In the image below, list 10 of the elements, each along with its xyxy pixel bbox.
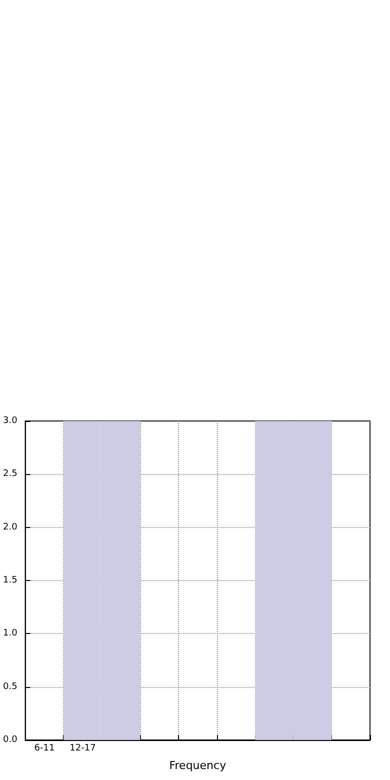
y-tick-label: 3.0 (2, 416, 18, 426)
y-tick-label: 2.0 (2, 522, 18, 532)
x-tick-label: 6-11 (34, 744, 55, 754)
x-axis-title: Frequency (169, 759, 227, 772)
y-tick-label: 1.5 (2, 576, 18, 586)
y-tick-label: 1.0 (2, 628, 18, 639)
y-tick-label: 0.5 (2, 682, 18, 692)
y-tick-label: 0.0 (2, 735, 18, 745)
y-tick-label: 2.5 (2, 469, 18, 480)
x-tick-label: 12-17 (70, 744, 96, 754)
